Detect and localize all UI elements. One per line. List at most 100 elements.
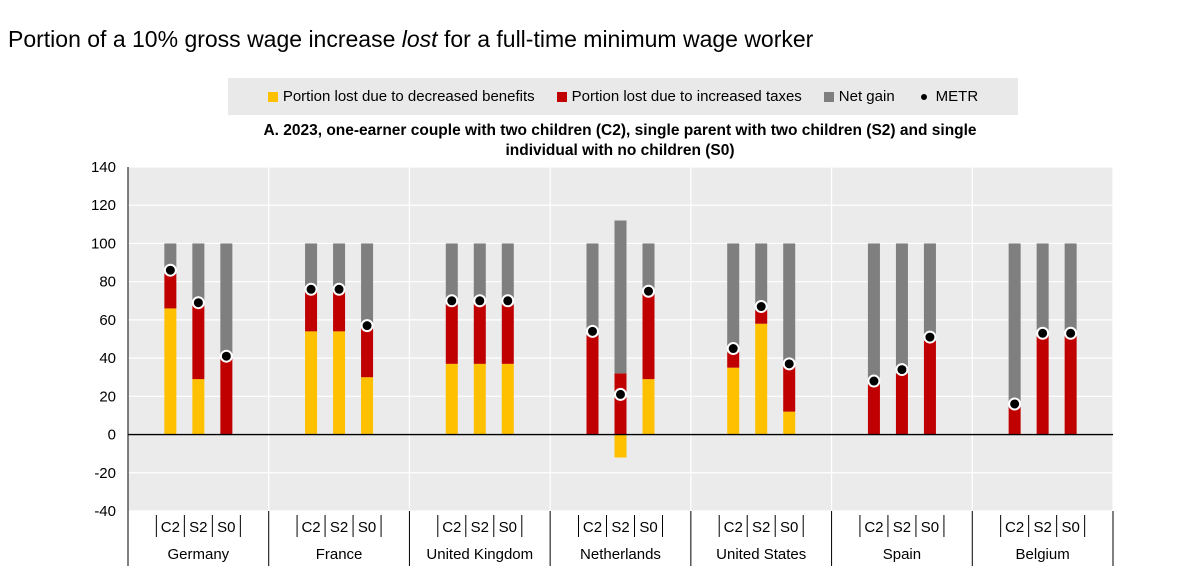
- bar-benefits: [192, 379, 205, 435]
- bar-benefits: [445, 363, 458, 435]
- bar-taxes: [1008, 405, 1021, 435]
- bar-taxes: [1036, 335, 1049, 435]
- metr-point: [501, 294, 515, 308]
- x-category-label: S2: [1033, 519, 1051, 536]
- metr-point: [445, 294, 459, 308]
- x-category-label: C2: [864, 519, 883, 536]
- bar-taxes: [473, 304, 486, 364]
- bar-benefits: [305, 331, 318, 435]
- bar-benefits: [755, 323, 768, 435]
- subtitle-line-2: individual with no children (S0): [505, 142, 735, 159]
- y-tick-label: 60: [99, 312, 116, 329]
- x-category-label: S0: [780, 519, 798, 536]
- bar-taxes: [642, 293, 655, 380]
- y-tick-label: 120: [91, 197, 116, 214]
- legend-label: Portion lost due to decreased benefits: [282, 88, 535, 105]
- x-group-label: Belgium: [1016, 546, 1070, 563]
- metr-point: [360, 319, 374, 333]
- legend-label: Net gain: [838, 88, 895, 105]
- legend-label: Portion lost due to increased taxes: [571, 88, 802, 105]
- bar-net-gain: [501, 243, 514, 305]
- bar-taxes: [783, 365, 796, 412]
- metr-point: [586, 324, 599, 338]
- x-category-label: S2: [189, 519, 207, 536]
- metr-point: [191, 296, 205, 310]
- bar-taxes: [1064, 335, 1077, 435]
- bar-net-gain: [642, 243, 655, 294]
- bar-taxes: [305, 291, 318, 332]
- bar-benefits: [473, 363, 486, 435]
- metr-point: [304, 282, 318, 296]
- metr-point: [867, 374, 881, 388]
- metr-point: [332, 282, 346, 296]
- bar-net-gain: [445, 243, 458, 305]
- bar-taxes: [895, 373, 908, 435]
- x-category-label: S0: [358, 519, 376, 536]
- bar-net-gain: [1008, 243, 1021, 406]
- metr-point: [219, 349, 233, 363]
- x-category-label: S0: [499, 519, 517, 536]
- metr-point: [923, 330, 937, 344]
- x-group-label: Spain: [883, 546, 921, 563]
- x-category-label: S0: [217, 519, 235, 536]
- x-category-label: C2: [724, 519, 743, 536]
- metr-point: [726, 342, 740, 356]
- bar-net-gain: [192, 243, 205, 305]
- bar-taxes: [755, 310, 768, 324]
- bar-taxes: [727, 352, 740, 368]
- x-category-label: S2: [611, 519, 629, 536]
- x-group-label: United Kingdom: [426, 546, 533, 563]
- x-category-label: C2: [301, 519, 320, 536]
- metr-point: [754, 300, 768, 314]
- y-tick-label: -20: [94, 465, 116, 482]
- bar-net-gain: [727, 243, 740, 353]
- x-group-label: United States: [716, 546, 806, 563]
- bar-benefits: [783, 411, 796, 435]
- x-category-label: C2: [442, 519, 461, 536]
- metr-point: [1064, 326, 1078, 340]
- metr-point: [895, 363, 909, 377]
- bar-benefits: [333, 331, 346, 435]
- title-italic-text: lost: [401, 26, 438, 52]
- metr-point: [1036, 326, 1050, 340]
- net-gain-swatch-icon: [823, 91, 834, 102]
- bar-net-gain: [305, 243, 318, 292]
- metr-point: [473, 294, 487, 308]
- bar-taxes: [867, 382, 880, 435]
- y-tick-label: 80: [99, 274, 116, 291]
- y-tick-label: -40: [94, 503, 116, 520]
- bar-taxes: [445, 304, 458, 364]
- bar-benefits: [164, 308, 177, 435]
- legend-item-benefits: Portion lost due to decreased benefits: [267, 88, 535, 105]
- bar-benefits: [614, 434, 627, 458]
- bar-net-gain: [867, 243, 880, 383]
- x-category-label: S2: [752, 519, 770, 536]
- legend: Portion lost due to decreased benefits P…: [228, 78, 1018, 115]
- x-group-label: Germany: [168, 546, 230, 563]
- bar-net-gain: [783, 243, 796, 366]
- bar-net-gain: [473, 243, 486, 305]
- x-category-label: S2: [471, 519, 489, 536]
- taxes-swatch-icon: [556, 91, 567, 102]
- bar-net-gain: [895, 243, 908, 374]
- bar-taxes: [220, 358, 233, 435]
- chart-subtitle: A. 2023, one-earner couple with two chil…: [160, 121, 1080, 161]
- y-tick-label: 0: [108, 427, 116, 444]
- x-group-label: France: [316, 546, 363, 563]
- y-tick-label: 100: [91, 235, 116, 252]
- bar-benefits: [361, 377, 374, 435]
- bar-net-gain: [923, 243, 936, 341]
- bar-taxes: [923, 340, 936, 435]
- legend-item-metr: METR: [917, 88, 979, 105]
- bar-net-gain: [333, 243, 346, 292]
- bar-benefits: [501, 363, 514, 435]
- metr-point: [163, 263, 177, 277]
- bar-net-gain: [755, 243, 768, 311]
- x-category-label: S0: [921, 519, 939, 536]
- legend-label: METR: [935, 88, 979, 105]
- benefits-swatch-icon: [267, 91, 278, 102]
- subtitle-line-1: A. 2023, one-earner couple with two chil…: [263, 122, 977, 139]
- x-category-label: S2: [330, 519, 348, 536]
- title-text-end: for a full-time minimum wage worker: [437, 26, 814, 52]
